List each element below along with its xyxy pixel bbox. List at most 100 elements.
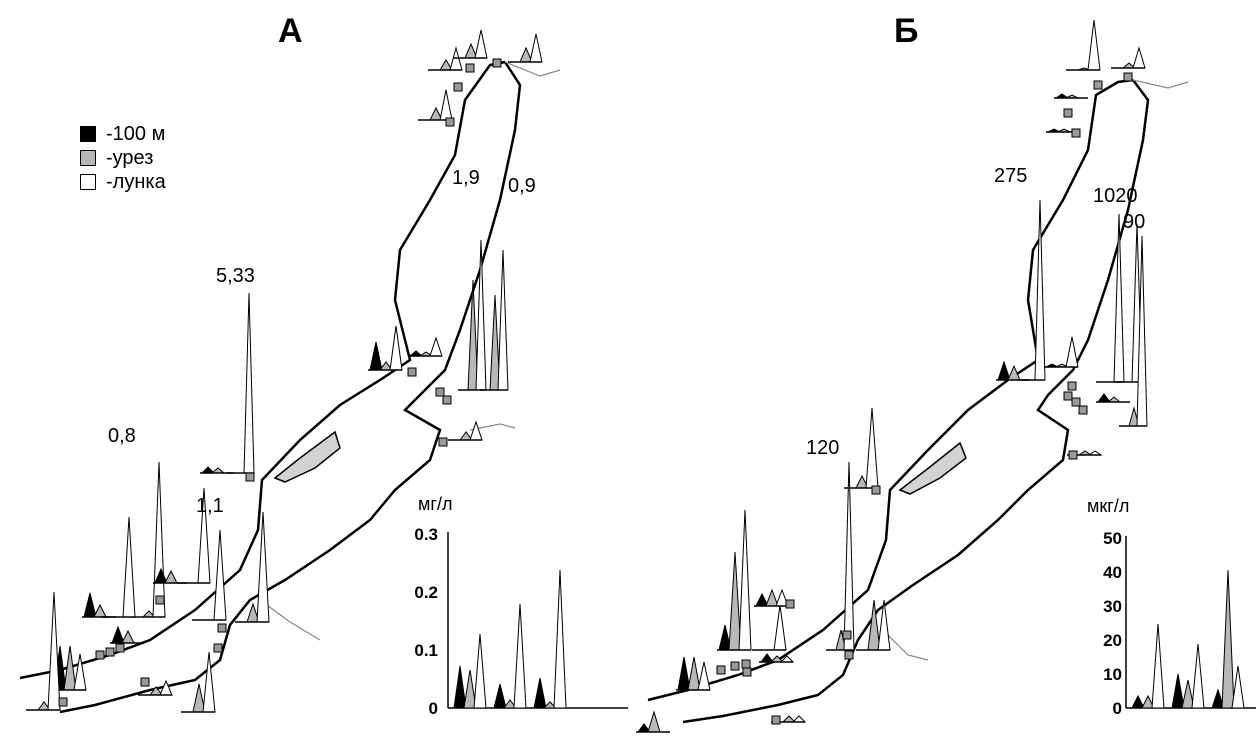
station-marker bbox=[1063, 108, 1073, 118]
station-marker bbox=[115, 643, 125, 653]
annotation-label: 0,8 bbox=[108, 425, 136, 447]
island-olkhon bbox=[898, 441, 967, 495]
station-marker bbox=[844, 650, 854, 660]
concentration-peak bbox=[997, 360, 1011, 381]
inset-chart-a bbox=[447, 532, 628, 709]
legend-label: -урез bbox=[106, 146, 154, 169]
station-marker bbox=[1068, 450, 1078, 460]
annotation-label: 1,1 bbox=[196, 495, 224, 517]
island-olkhon bbox=[273, 430, 341, 483]
legend-swatch bbox=[80, 126, 96, 142]
annotation-label: 5,33 bbox=[216, 265, 255, 287]
station-marker bbox=[741, 659, 751, 669]
concentration-peaks-b bbox=[636, 19, 1148, 733]
annotation-label: 1,9 bbox=[452, 167, 480, 189]
concentration-peak bbox=[243, 292, 255, 474]
station-marker bbox=[1067, 381, 1077, 391]
inset-peak bbox=[553, 569, 567, 709]
inset-tick: 30 bbox=[1103, 597, 1122, 616]
concentration-peak bbox=[429, 336, 443, 357]
annotation-label: 120 bbox=[806, 437, 840, 459]
legend-item-deep: -100 м bbox=[80, 122, 166, 146]
concentration-peak bbox=[389, 325, 403, 371]
concentration-peak bbox=[773, 604, 787, 651]
annotation-label: 0,9 bbox=[508, 175, 536, 197]
concentration-peak bbox=[152, 461, 166, 618]
concentration-peak bbox=[213, 529, 227, 621]
legend-swatch bbox=[80, 174, 96, 190]
inset-peak bbox=[503, 699, 517, 709]
concentration-peak bbox=[164, 569, 178, 584]
station-marker bbox=[1093, 80, 1103, 90]
inset-peak bbox=[542, 701, 558, 709]
panel-b: Б 275 1020 90 120 мкг/л 0 10 20 30 40 50 bbox=[628, 0, 1256, 737]
station-marker bbox=[730, 661, 740, 671]
inset-peak bbox=[513, 603, 527, 709]
inset-tick: 20 bbox=[1103, 631, 1122, 650]
inset-tick: 0 bbox=[1112, 699, 1122, 718]
station-marker bbox=[842, 630, 852, 640]
concentration-peak bbox=[760, 653, 774, 663]
inset-tick: 10 bbox=[1103, 665, 1122, 684]
station-marker bbox=[1123, 72, 1133, 82]
concentration-peak bbox=[867, 599, 881, 651]
concentration-peak bbox=[202, 651, 216, 713]
inset-chart-b bbox=[1125, 536, 1256, 709]
inset-unit-label: мг/л bbox=[418, 494, 453, 514]
station-marker bbox=[140, 677, 150, 687]
inset-peak bbox=[1191, 643, 1205, 709]
concentration-peak bbox=[200, 466, 216, 474]
inset-tick: 0.3 bbox=[414, 525, 438, 544]
inset-tick: 0 bbox=[428, 699, 438, 718]
station-marker bbox=[1071, 128, 1081, 138]
inset-peak bbox=[1151, 623, 1165, 709]
inset-tick: 0.1 bbox=[414, 641, 438, 660]
inset-peak bbox=[493, 683, 507, 709]
station-marker bbox=[407, 367, 417, 377]
concentration-peak bbox=[474, 29, 488, 59]
concentration-peak bbox=[475, 239, 487, 391]
concentration-peak bbox=[738, 509, 752, 651]
station-marker bbox=[453, 82, 463, 92]
inset-peak bbox=[473, 633, 487, 709]
station-marker bbox=[871, 485, 881, 495]
panel-title: А bbox=[278, 12, 303, 50]
station-marker bbox=[58, 697, 68, 707]
legend-label: -100 м bbox=[106, 122, 166, 145]
concentration-peak bbox=[122, 516, 136, 618]
concentration-peak bbox=[1034, 199, 1046, 381]
concentration-peak bbox=[121, 629, 135, 644]
station-marker bbox=[742, 667, 752, 677]
shoreline-west bbox=[19, 60, 506, 680]
station-marker bbox=[1063, 391, 1073, 401]
station-marker bbox=[716, 665, 726, 675]
concentration-peak bbox=[439, 89, 453, 121]
concentration-peak bbox=[1132, 46, 1146, 69]
concentration-peak bbox=[1065, 336, 1079, 368]
inset-peak bbox=[1171, 673, 1185, 709]
concentration-peak bbox=[449, 46, 463, 71]
concentration-peak bbox=[765, 588, 779, 607]
river bbox=[882, 629, 929, 661]
station-marker bbox=[245, 472, 255, 482]
inset-peak bbox=[1181, 679, 1195, 709]
concentration-peak bbox=[843, 461, 855, 651]
concentration-peak bbox=[83, 592, 97, 618]
inset-tick: 0.2 bbox=[414, 583, 438, 602]
inset-peak bbox=[533, 677, 547, 709]
panel-title: Б bbox=[894, 12, 919, 50]
inset-peak bbox=[1211, 688, 1225, 709]
legend-swatch bbox=[80, 150, 96, 166]
station-marker bbox=[438, 437, 448, 447]
station-marker bbox=[155, 595, 165, 605]
concentration-peak bbox=[1113, 213, 1125, 383]
station-marker bbox=[1071, 397, 1081, 407]
annotation-label: 90 bbox=[1123, 211, 1146, 233]
station-marker bbox=[785, 599, 795, 609]
inset-tick: 50 bbox=[1103, 529, 1122, 548]
concentration-peak bbox=[697, 661, 711, 691]
inset-peak bbox=[1231, 665, 1245, 709]
river bbox=[469, 423, 516, 431]
inset-peak bbox=[453, 665, 467, 709]
station-marker bbox=[217, 623, 227, 633]
